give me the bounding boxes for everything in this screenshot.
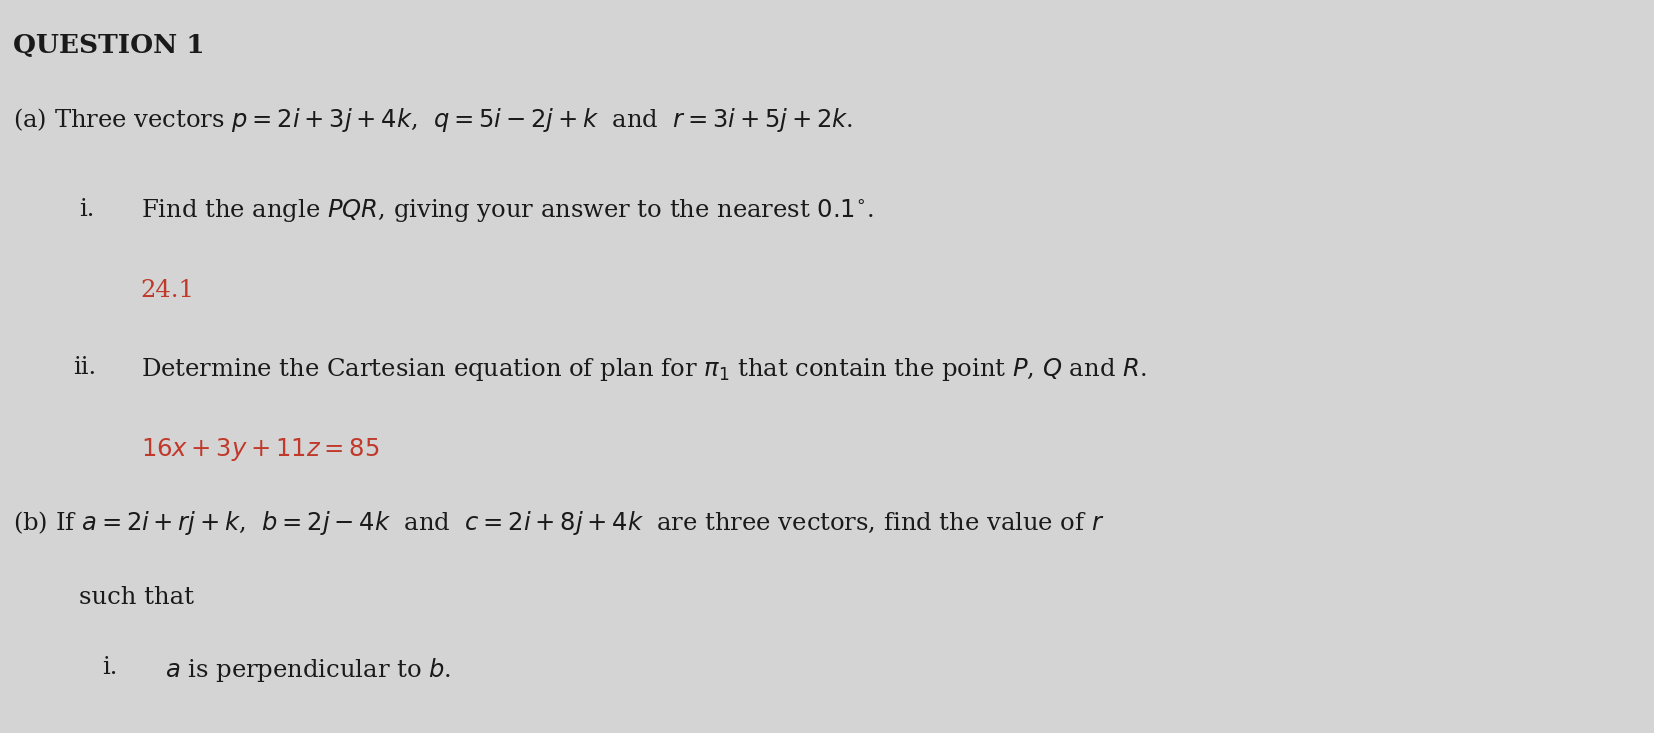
Text: QUESTION 1: QUESTION 1 [13, 33, 205, 58]
Text: i.: i. [103, 656, 117, 679]
Text: Find the angle $PQR$, giving your answer to the nearest $0.1^{\circ}$.: Find the angle $PQR$, giving your answer… [141, 198, 873, 225]
Text: i.: i. [79, 198, 94, 221]
Text: 24.1: 24.1 [141, 279, 195, 301]
Text: ii.: ii. [73, 356, 96, 378]
Text: $a$ is perpendicular to $b$.: $a$ is perpendicular to $b$. [165, 656, 452, 684]
Text: (b) If $a=2i+rj+k$,  $b=2j-4k$  and  $c=2i+8j+4k$  are three vectors, find the v: (b) If $a=2i+rj+k$, $b=2j-4k$ and $c=2i+… [13, 509, 1105, 537]
Text: (a) Three vectors $p = 2i+3j+4k$,  $q = 5i-2j+k$  and  $r = 3i+5j+2k$.: (a) Three vectors $p = 2i+3j+4k$, $q = 5… [13, 106, 853, 134]
Text: such that: such that [79, 586, 195, 609]
Text: Determine the Cartesian equation of plan for $\pi_1$ that contain the point $P$,: Determine the Cartesian equation of plan… [141, 356, 1146, 383]
Text: $16x+3y+11z=85$: $16x+3y+11z=85$ [141, 436, 379, 463]
